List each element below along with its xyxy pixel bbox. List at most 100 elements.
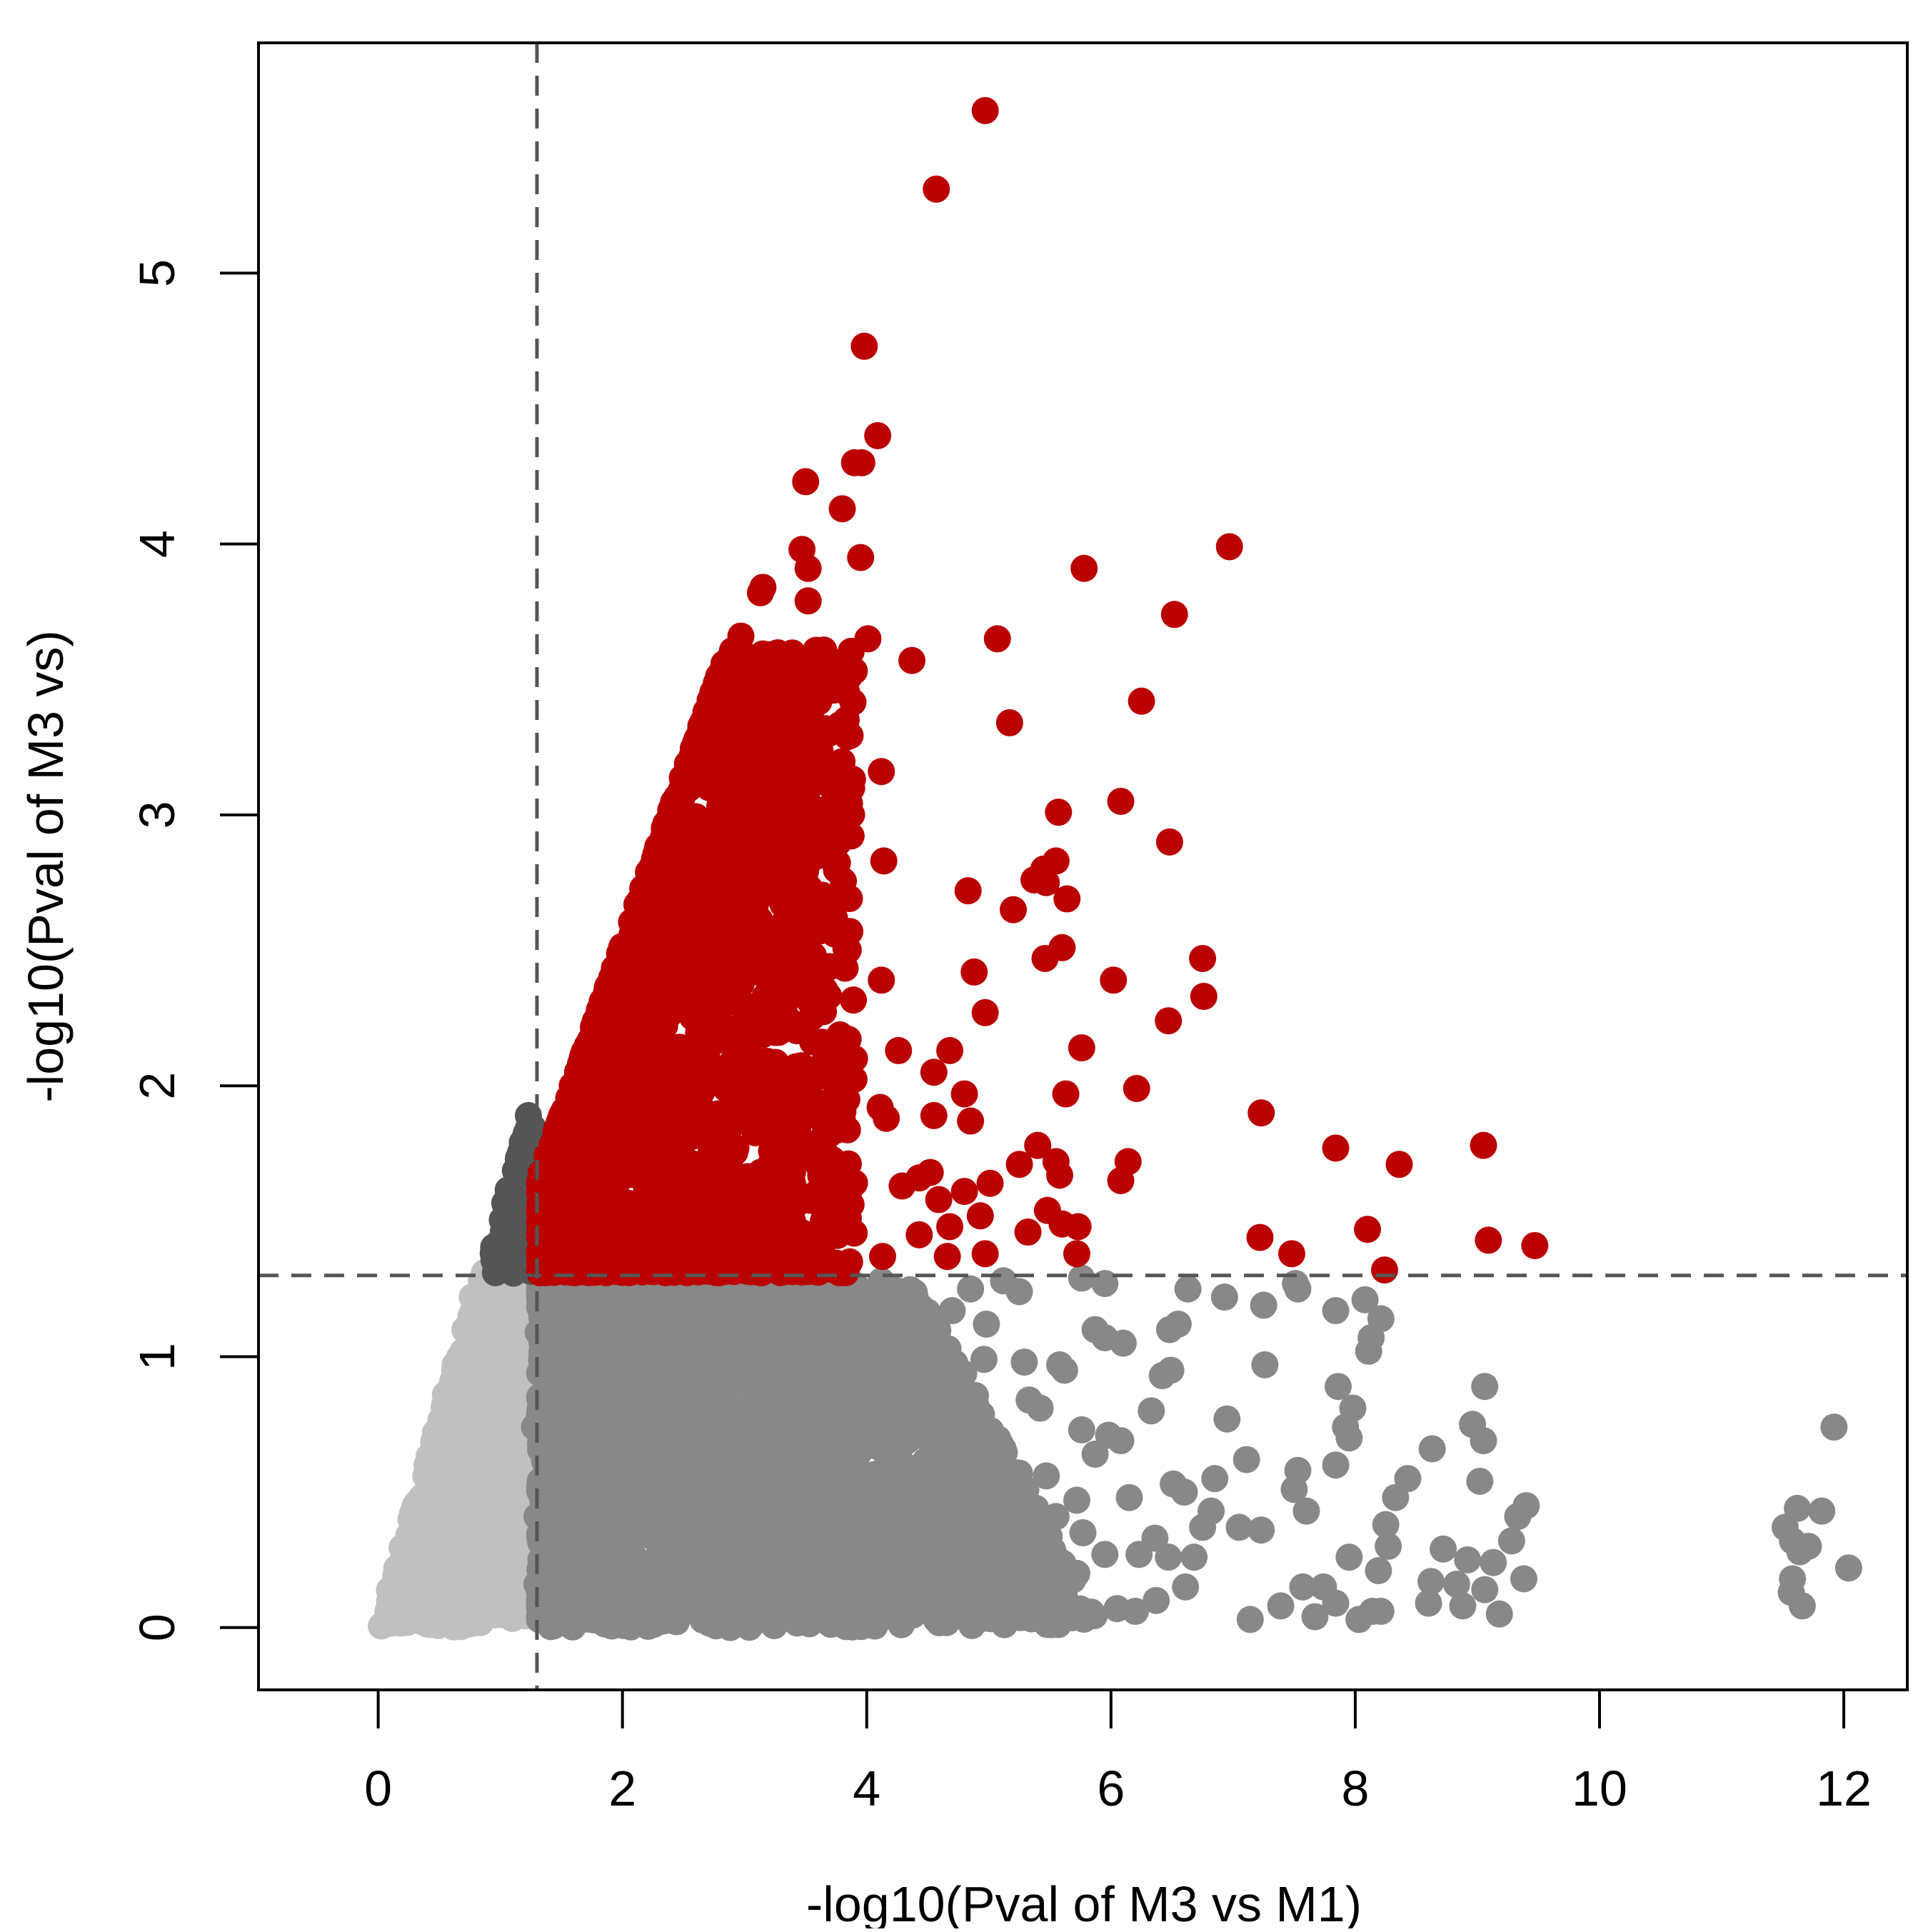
- gray-point: [904, 1388, 932, 1416]
- red-point: [840, 986, 868, 1014]
- light-gray-point: [458, 1283, 486, 1311]
- gray-point: [1046, 1351, 1074, 1378]
- gray-point: [958, 1611, 986, 1639]
- gray-point: [905, 1578, 933, 1606]
- gray-point: [1095, 1421, 1123, 1449]
- red-point: [651, 1012, 678, 1040]
- gray-point: [818, 1462, 845, 1490]
- series-light-gray: [368, 1258, 551, 1641]
- gray-point: [1091, 1323, 1119, 1351]
- gray-point: [702, 1570, 730, 1598]
- gray-point: [1010, 1348, 1038, 1376]
- gray-point: [931, 1500, 959, 1528]
- light-gray-point: [490, 1356, 518, 1384]
- gray-point: [892, 1294, 920, 1322]
- dark-gray-point: [498, 1193, 526, 1221]
- gray-point: [651, 1287, 679, 1315]
- gray-point: [858, 1495, 885, 1523]
- gray-point: [746, 1556, 774, 1584]
- gray-point: [1267, 1592, 1295, 1620]
- gray-point: [798, 1581, 825, 1609]
- gray-point: [973, 1310, 1000, 1338]
- gray-point: [558, 1559, 586, 1587]
- light-gray-point: [421, 1573, 449, 1601]
- gray-point: [885, 1557, 913, 1585]
- gray-point: [638, 1494, 666, 1522]
- gray-point: [1189, 1513, 1217, 1541]
- gray-point: [632, 1432, 660, 1460]
- red-point: [699, 901, 727, 929]
- gray-point: [980, 1478, 1008, 1506]
- gray-point: [904, 1473, 932, 1501]
- gray-point: [795, 1283, 823, 1311]
- gray-point: [1236, 1606, 1264, 1633]
- gray-point: [957, 1275, 985, 1303]
- gray-point: [550, 1473, 578, 1501]
- light-gray-point: [374, 1598, 402, 1626]
- gray-point: [958, 1573, 985, 1601]
- light-gray-point: [446, 1446, 474, 1474]
- gray-point: [875, 1418, 903, 1446]
- gray-point: [843, 1286, 870, 1314]
- gray-point: [828, 1601, 856, 1628]
- light-gray-point: [396, 1588, 424, 1616]
- gray-point: [588, 1603, 616, 1631]
- gray-point: [848, 1462, 875, 1490]
- gray-point: [720, 1500, 748, 1528]
- gray-point: [806, 1388, 834, 1416]
- gray-point: [969, 1443, 997, 1471]
- gray-point: [1068, 1264, 1095, 1292]
- gray-point: [608, 1329, 636, 1357]
- gray-point: [1375, 1532, 1402, 1560]
- red-point: [758, 1137, 785, 1165]
- gray-point: [853, 1548, 880, 1576]
- gray-point: [1250, 1291, 1277, 1319]
- red-point: [778, 1158, 806, 1186]
- light-gray-point: [450, 1535, 478, 1563]
- gray-point: [623, 1376, 651, 1403]
- red-point: [835, 885, 863, 913]
- gray-point: [783, 1532, 811, 1560]
- light-gray-point: [413, 1451, 441, 1479]
- gray-point: [1068, 1416, 1095, 1443]
- red-point: [806, 917, 834, 945]
- light-gray-point: [494, 1507, 522, 1535]
- gray-point: [1115, 1483, 1143, 1511]
- light-gray-point: [466, 1407, 494, 1435]
- gray-point: [648, 1310, 676, 1338]
- gray-point: [1430, 1535, 1457, 1563]
- gray-point: [1008, 1541, 1035, 1568]
- gray-point: [1180, 1543, 1208, 1571]
- gray-point: [1292, 1497, 1320, 1525]
- gray-point: [704, 1605, 732, 1633]
- gray-point: [1418, 1435, 1446, 1463]
- red-point: [831, 954, 859, 982]
- gray-point: [737, 1405, 765, 1433]
- gray-point: [1069, 1519, 1097, 1547]
- series-gray: [521, 1264, 1862, 1641]
- gray-point: [1174, 1275, 1202, 1303]
- gray-point: [568, 1405, 596, 1433]
- gray-point: [544, 1446, 572, 1473]
- gray-point: [1213, 1405, 1241, 1433]
- gray-point: [1454, 1546, 1482, 1573]
- light-gray-point: [430, 1598, 458, 1626]
- gray-point: [1063, 1559, 1090, 1587]
- gray-point: [1788, 1592, 1816, 1620]
- gray-point: [1335, 1424, 1363, 1452]
- gray-point: [936, 1543, 964, 1571]
- gray-point: [977, 1417, 1005, 1445]
- light-gray-point: [485, 1317, 513, 1345]
- gray-point: [1355, 1337, 1382, 1365]
- light-gray-point: [426, 1544, 454, 1572]
- gray-point: [653, 1546, 681, 1573]
- gray-point: [1232, 1446, 1260, 1473]
- gray-point: [1382, 1483, 1410, 1511]
- light-gray-point: [441, 1351, 469, 1378]
- gray-point: [1301, 1603, 1329, 1631]
- gray-point: [673, 1321, 701, 1348]
- gray-point: [1148, 1362, 1176, 1390]
- gray-point: [1005, 1459, 1033, 1487]
- gray-point: [1138, 1397, 1165, 1425]
